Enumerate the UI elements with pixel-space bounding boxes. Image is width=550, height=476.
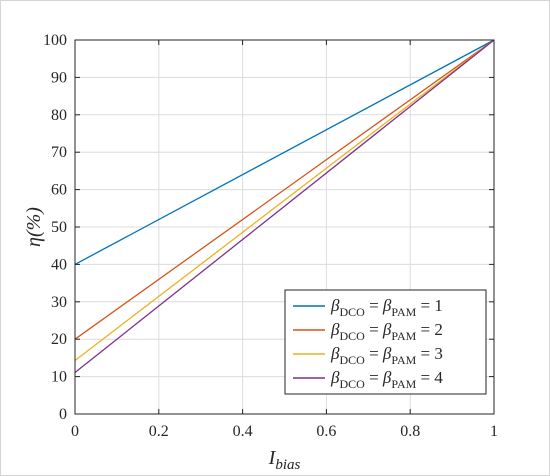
legend-entry-2: βDCO = βPAM = 2: [293, 320, 443, 343]
y-tick-label: 100: [43, 32, 67, 49]
y-tick-label: 70: [51, 144, 67, 161]
series-line-3: [74, 39, 495, 362]
series-line-1: [74, 39, 495, 265]
legend-label: βDCO = βPAM = 3: [330, 344, 443, 367]
x-tick-label: 0.6: [316, 423, 336, 440]
x-tick-label: 0: [71, 423, 79, 440]
legend-entry-1: βDCO = βPAM = 1: [293, 296, 443, 319]
y-axis-label: η(%): [23, 207, 45, 247]
legend-entry-3: βDCO = βPAM = 3: [293, 344, 443, 367]
y-tick-label: 90: [51, 69, 67, 86]
y-tick-label: 30: [51, 294, 67, 311]
legend-box: [284, 289, 487, 395]
x-axis-label-sub: bias: [275, 457, 300, 473]
x-tick-label: 1: [490, 423, 498, 440]
y-tick-label: 20: [51, 331, 67, 348]
series-line-2: [74, 39, 495, 340]
legend-label: βDCO = βPAM = 4: [330, 368, 443, 391]
y-tick-label: 10: [51, 369, 67, 386]
x-tick-label: 0.2: [149, 423, 169, 440]
series-lines: [74, 39, 495, 373]
y-tick-label: 80: [51, 107, 67, 124]
x-axis-label: Ibias: [268, 447, 301, 473]
y-tick-label: 60: [51, 182, 67, 199]
x-tick-label: 0.4: [233, 423, 253, 440]
legend-entry-4: βDCO = βPAM = 4: [293, 368, 443, 391]
y-tick-label: 0: [59, 406, 67, 423]
legend-label: βDCO = βPAM = 2: [330, 320, 443, 343]
axis-ticks: [74, 39, 495, 415]
x-tick-label: 0.8: [400, 423, 420, 440]
series-line-4: [74, 39, 495, 373]
x-axis-label-main: I: [268, 447, 277, 469]
legend-label: βDCO = βPAM = 1: [330, 296, 443, 319]
y-tick-label: 50: [51, 219, 67, 236]
y-tick-label: 40: [51, 256, 67, 273]
